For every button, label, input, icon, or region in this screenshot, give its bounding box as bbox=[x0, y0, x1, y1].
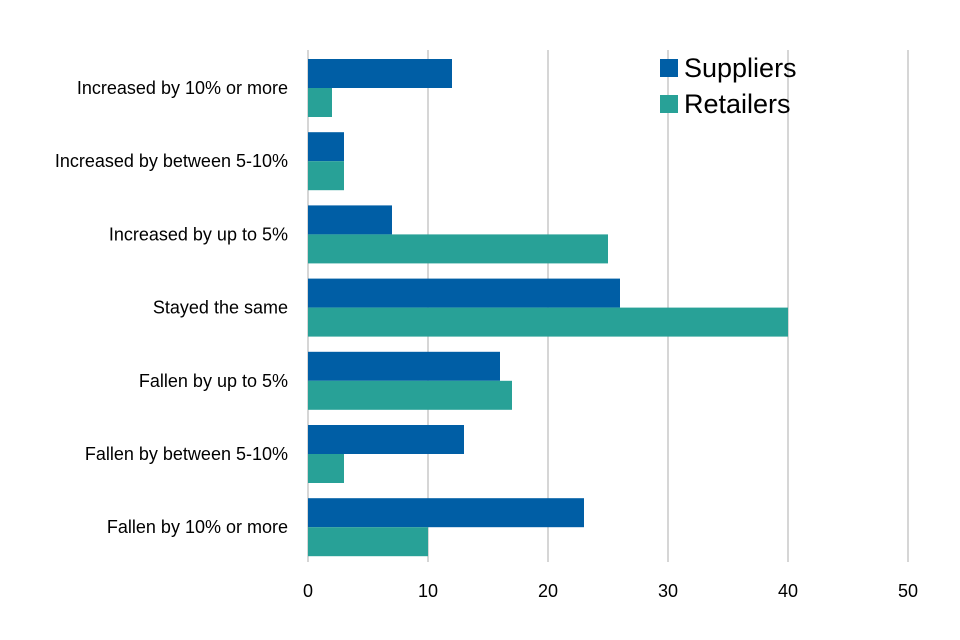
legend-swatch-retailers bbox=[660, 95, 678, 113]
bars bbox=[308, 59, 788, 557]
bar-suppliers-5 bbox=[308, 425, 464, 454]
legend: Suppliers Retailers bbox=[660, 53, 797, 119]
legend-label-retailers: Retailers bbox=[684, 89, 791, 119]
bar-suppliers-4 bbox=[308, 351, 500, 381]
category-label: Stayed the same bbox=[153, 298, 288, 318]
x-tick-40: 40 bbox=[778, 581, 798, 601]
bar-retailers-0 bbox=[308, 88, 332, 117]
category-label: Fallen by 10% or more bbox=[107, 517, 288, 537]
category-label: Increased by between 5-10% bbox=[55, 151, 288, 171]
x-tick-0: 0 bbox=[303, 581, 313, 601]
category-label: Fallen by between 5-10% bbox=[85, 444, 288, 464]
bar-retailers-6 bbox=[308, 527, 428, 557]
category-label: Increased by up to 5% bbox=[109, 224, 288, 244]
x-tick-labels: 0 10 20 30 40 50 bbox=[303, 581, 918, 601]
bar-suppliers-6 bbox=[308, 498, 584, 528]
bar-suppliers-2 bbox=[308, 205, 392, 235]
x-tick-30: 30 bbox=[658, 581, 678, 601]
bar-suppliers-3 bbox=[308, 278, 620, 308]
category-label: Fallen by up to 5% bbox=[139, 371, 288, 391]
bar-retailers-4 bbox=[308, 380, 512, 410]
category-labels: Increased by 10% or more Increased by bet… bbox=[55, 78, 288, 537]
bar-retailers-1 bbox=[308, 161, 344, 191]
legend-swatch-suppliers bbox=[660, 59, 678, 77]
bar-suppliers-0 bbox=[308, 59, 452, 88]
bar-retailers-2 bbox=[308, 234, 608, 264]
x-tick-10: 10 bbox=[418, 581, 438, 601]
legend-label-suppliers: Suppliers bbox=[684, 53, 797, 83]
x-tick-20: 20 bbox=[538, 581, 558, 601]
bar-retailers-3 bbox=[308, 307, 788, 337]
bar-suppliers-1 bbox=[308, 132, 344, 162]
category-label: Increased by 10% or more bbox=[77, 78, 288, 98]
x-tick-50: 50 bbox=[898, 581, 918, 601]
bar-retailers-5 bbox=[308, 454, 344, 483]
